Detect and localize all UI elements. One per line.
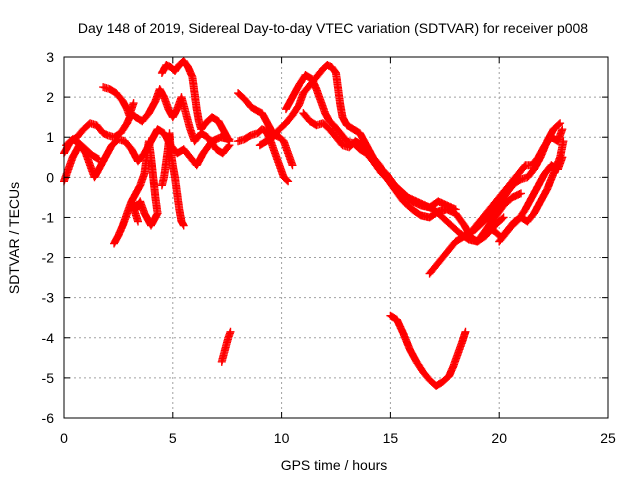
- data-marker-trail: [62, 135, 103, 164]
- series-track-f: [157, 129, 188, 230]
- y-tick-label: -2: [42, 250, 55, 266]
- data-marker-trail: [469, 125, 567, 234]
- series-track-e: [110, 137, 162, 248]
- data-marker-trail: [217, 327, 235, 366]
- x-tick-label: 10: [274, 430, 290, 446]
- series-track-g: [157, 57, 234, 146]
- data-marker-trail: [99, 83, 138, 120]
- y-tick-label: -1: [42, 209, 55, 225]
- series-track-n: [386, 311, 470, 390]
- x-tick-label: 5: [169, 430, 177, 446]
- data-marker-trail: [234, 125, 293, 186]
- axis-ticks: 0 5 10 15 20 25 -6 -5 -4 -3 -2 -1 0 1 2 3: [42, 49, 616, 446]
- data-marker-trail: [157, 129, 188, 230]
- data-marker-trail: [110, 137, 162, 248]
- chart-title: Day 148 of 2019, Sidereal Day-to-day VTE…: [78, 20, 588, 36]
- x-axis-label: GPS time / hours: [281, 457, 388, 473]
- data-marker-trail: [495, 153, 567, 246]
- y-tick-label: 0: [46, 169, 54, 185]
- series-track-c: [62, 135, 103, 164]
- data-points: [60, 57, 568, 390]
- data-marker-trail: [386, 311, 470, 390]
- y-tick-label: -6: [42, 410, 55, 426]
- data-marker-trail: [234, 89, 297, 170]
- x-tick-label: 15: [383, 430, 399, 446]
- series-track-h: [217, 327, 235, 366]
- series-track-i: [234, 89, 297, 170]
- series-track-d: [99, 83, 138, 120]
- plot-frame: [63, 56, 609, 419]
- y-tick-label: 2: [46, 89, 54, 105]
- series-track-p: [469, 125, 567, 234]
- data-marker-trail: [299, 109, 460, 214]
- x-tick-label: 20: [491, 430, 507, 446]
- y-tick-label: 3: [46, 49, 54, 65]
- series-track-m: [299, 109, 460, 214]
- y-tick-label: -4: [42, 330, 55, 346]
- series-track-r: [495, 153, 567, 246]
- y-tick-label: -5: [42, 370, 55, 386]
- y-tick-label: -3: [42, 290, 55, 306]
- x-tick-label: 0: [60, 430, 68, 446]
- y-tick-label: 1: [46, 129, 54, 145]
- y-axis-label: SDTVAR / TECUs: [6, 182, 22, 294]
- data-marker-trail: [157, 57, 234, 146]
- series-track-j: [234, 125, 293, 186]
- x-tick-label: 25: [600, 430, 616, 446]
